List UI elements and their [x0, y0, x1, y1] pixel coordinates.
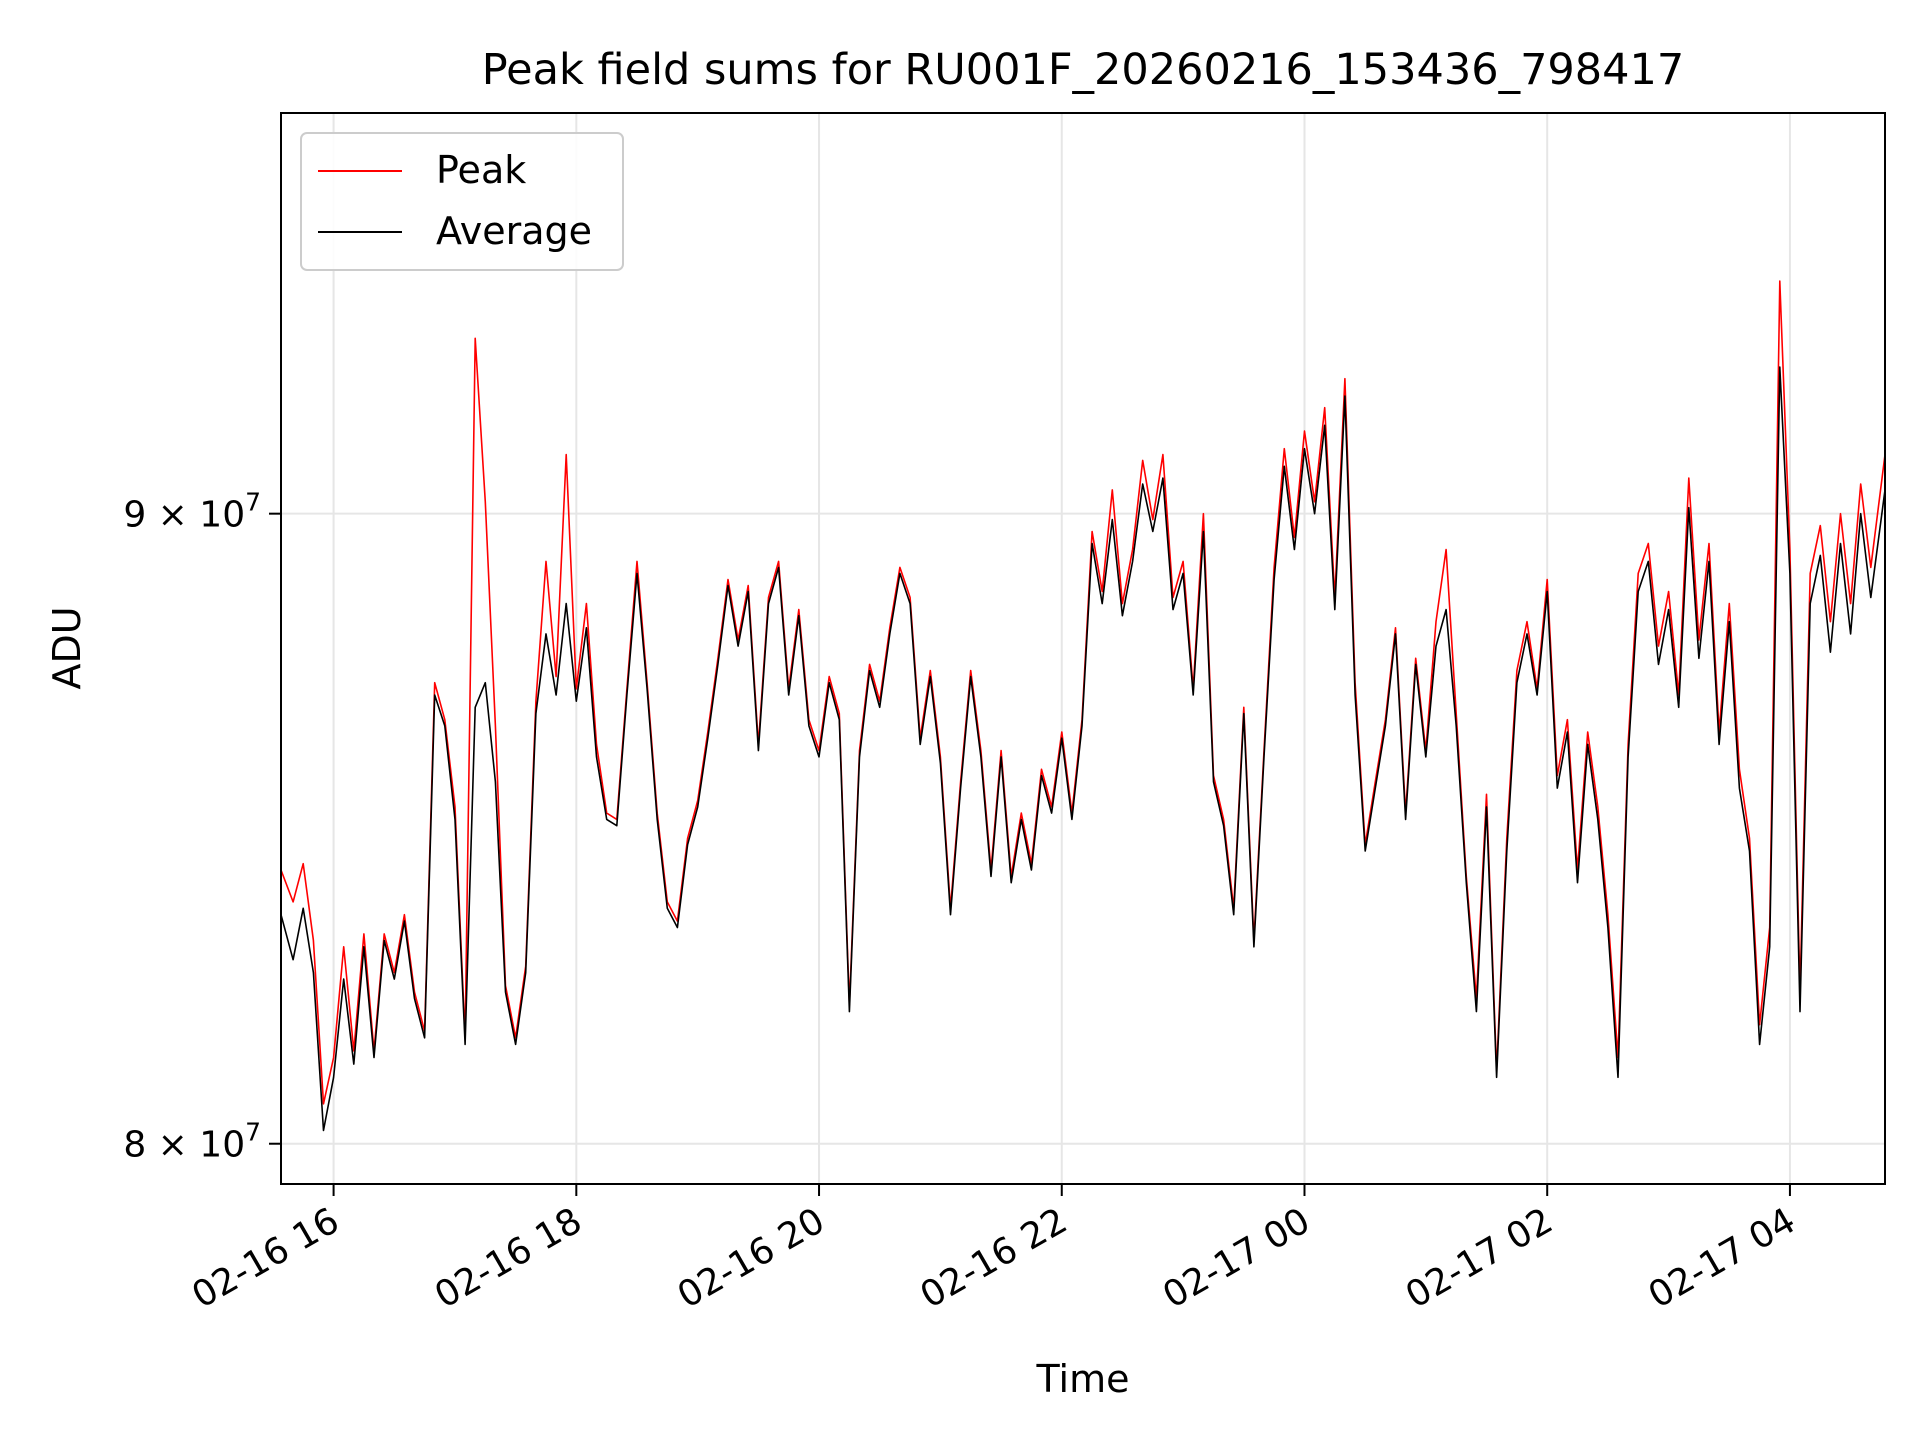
legend: Peak Average [300, 132, 624, 271]
y-tick-label: 8 × 107 [123, 1118, 261, 1166]
series-line-average [280, 366, 1886, 1132]
y-axis-label: ADU [45, 606, 89, 689]
y-tick-label: 9 × 107 [123, 488, 261, 536]
x-axis-label: Time [1036, 1357, 1130, 1401]
chart-title: Peak field sums for RU001F_20260216_1534… [482, 45, 1684, 95]
legend-label-peak: Peak [436, 148, 526, 192]
y-axis: 8 × 107 9 × 107 [123, 488, 281, 1166]
plot-area-frame [280, 112, 1886, 1185]
series-layer [280, 280, 1886, 1132]
legend-label-average: Average [436, 209, 592, 253]
legend-box [300, 132, 624, 271]
grid [281, 113, 1885, 1184]
